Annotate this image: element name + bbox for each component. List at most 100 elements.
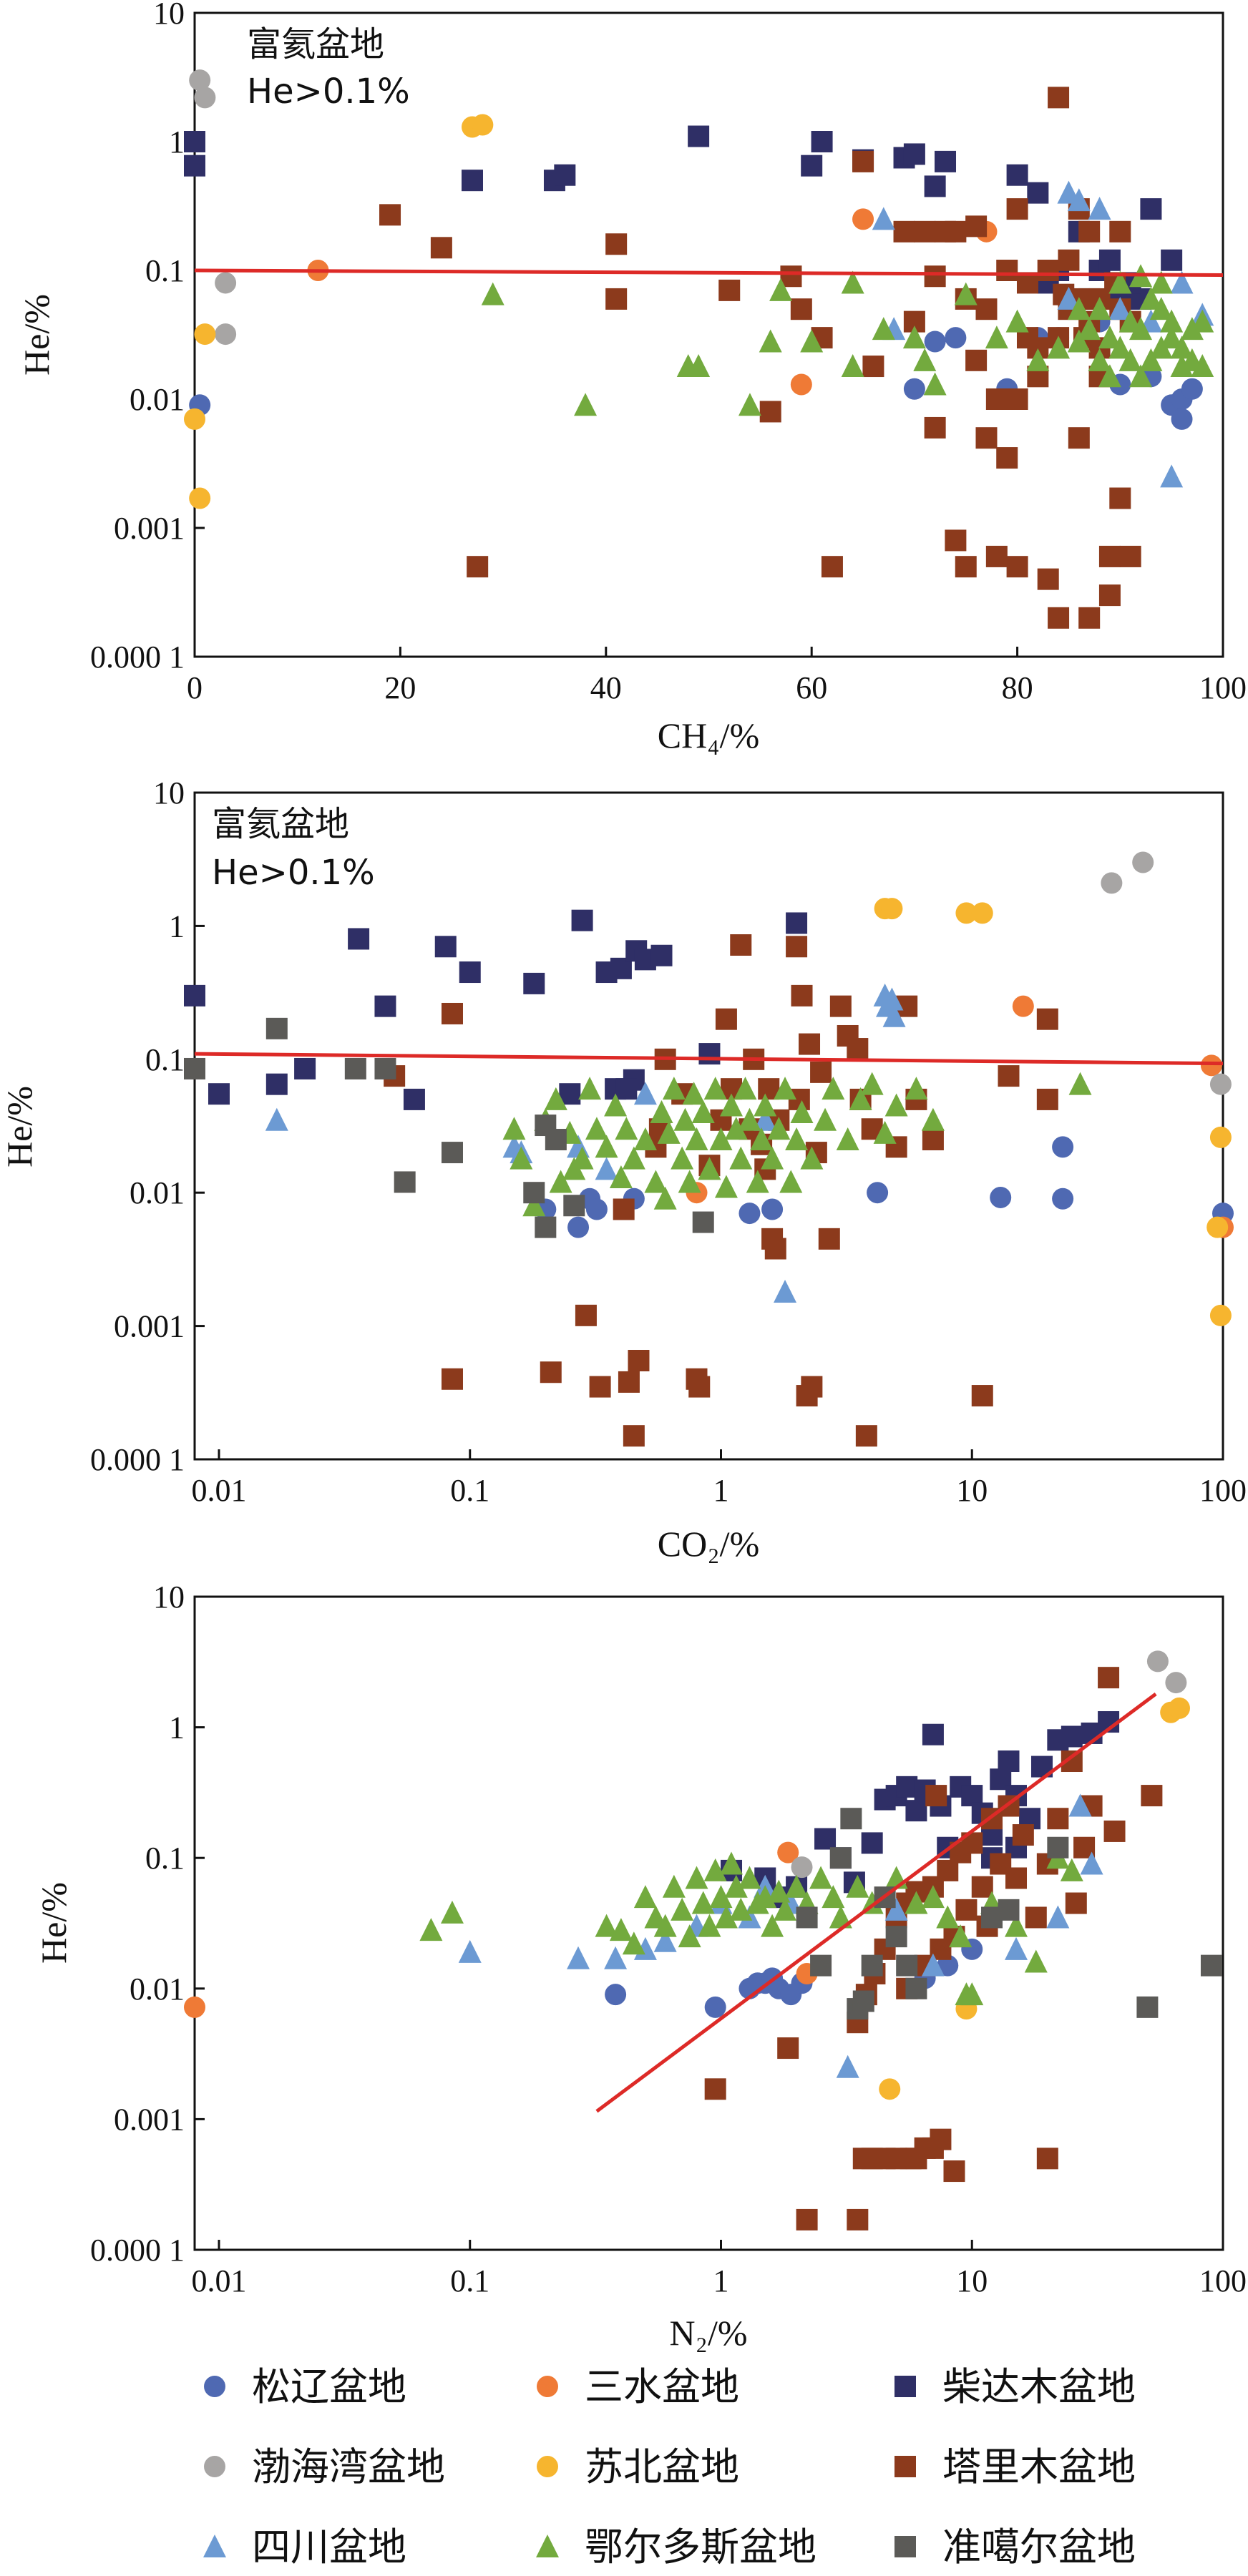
x-tick-label: 1 [713,2263,728,2298]
panel-co2: 0.01 0.1 1 10 100 10 1 0.1 0.01 0.001 0.000 1 富氦盆地… [0,775,1247,1564]
tarim-point [1058,249,1080,271]
ordos-point [1139,286,1163,310]
tarim-point [777,2037,799,2060]
legend-swatch-sichuan [203,2535,226,2557]
ordos-point [1160,309,1184,333]
sanshui-point [184,1996,205,2018]
ordos-point [633,1885,657,1909]
y-tick-label: 10 [153,775,185,810]
ordos-point [609,1165,633,1188]
qaidam-point [801,155,823,177]
songliao-point [1171,408,1193,430]
ordos-point [662,1077,686,1100]
ordos-point [936,1905,960,1929]
x-tick-label: 0.01 [191,2263,246,2298]
tarim-point [1006,388,1028,410]
panel-co2-annotation-line2: He>0.1% [212,853,375,893]
panel-ch4-y-axis-title: He/% [16,294,57,376]
sichuan-point [774,1280,797,1303]
sichuan-point [921,1953,945,1977]
tarim-point [955,556,977,578]
songliao-point [704,1996,726,2018]
ordos-point [522,1193,546,1217]
tarim-point [998,1065,1020,1087]
legend-swatch-songliao [204,2376,225,2397]
bohai-point [215,272,237,294]
y-tick-label: 0.000 1 [90,640,185,675]
x-tick-label: 40 [590,670,622,705]
x-tick-label: 80 [1002,670,1033,705]
ordos-point [733,1077,757,1100]
tarim-point [955,1899,978,1921]
ordos-point [785,1127,809,1151]
ordos-point [1024,1949,1048,1973]
qaidam-point [814,1828,837,1850]
tarim-point [852,150,874,172]
ordos-point [761,1146,784,1170]
tarim-point [1048,87,1070,109]
tarim-point [1109,220,1131,243]
subei-point [194,323,216,346]
ordos-point [671,1146,694,1170]
junggar-point [998,1899,1020,1921]
tarim-point [965,349,988,371]
ordos-point [960,1982,984,2006]
ordos-point [685,1127,708,1151]
qaidam-point [265,1073,288,1095]
qaidam-point [459,961,481,984]
songliao-point [567,1216,590,1238]
tarim-point [985,388,1008,410]
legend-swatch-qaidam [894,2376,916,2397]
tarim-point [799,1033,821,1055]
ordos-point [767,1117,791,1140]
sichuan-point [567,1946,590,1969]
panel-n2-frame [193,1595,1224,2251]
panel-ch4-markers [184,69,1214,629]
qaidam-point [184,155,205,177]
sichuan-point [872,207,895,230]
tarim-point [730,934,752,956]
ordos-point [729,1146,753,1170]
qaidam-point [374,995,396,1017]
ordos-point [746,1170,769,1193]
tarim-point [943,2160,965,2183]
tarim-point [1078,607,1101,629]
tarim-point [996,260,1018,281]
sichuan-point [1057,286,1081,310]
panel-n2-markers [184,1650,1222,2230]
tarim-point [971,1876,993,1898]
junggar-point [692,1211,714,1233]
subei-point [879,2078,901,2100]
tarim-point [628,1349,650,1371]
ordos-point [790,1100,814,1123]
songliao-point [585,1198,608,1220]
ordos-point [1026,348,1050,371]
qaidam-point [998,1750,1020,1773]
ordos-point [1005,309,1029,333]
tarim-point [1098,584,1121,607]
tarim-point [1006,198,1028,220]
tarim-point [759,401,781,423]
sanshui-point [777,1841,799,1864]
ordos-point [687,354,711,378]
ordos-point [841,270,864,294]
ordos-point [1180,317,1204,341]
songliao-point [903,378,925,400]
panel-co2-annotation-line1: 富氦盆地 [212,804,349,844]
songliao-point [1052,1136,1074,1158]
tarim-point [467,556,489,578]
legend-label-subei: 苏北盆地 [585,2444,739,2489]
tarim-point [540,1361,562,1384]
tarim-point [1025,1906,1047,1929]
qaidam-point [924,175,946,197]
ordos-point [709,1127,733,1151]
sichuan-point [1170,270,1194,294]
sichuan-point [1088,197,1111,220]
ordos-point [1170,336,1194,359]
x-tick-label: 10 [956,2263,988,2298]
tarim-point [786,936,808,958]
qaidam-point [861,1832,883,1854]
tarim-point [618,1371,640,1393]
sichuan-point [633,1082,657,1105]
tarim-point [575,1304,597,1326]
